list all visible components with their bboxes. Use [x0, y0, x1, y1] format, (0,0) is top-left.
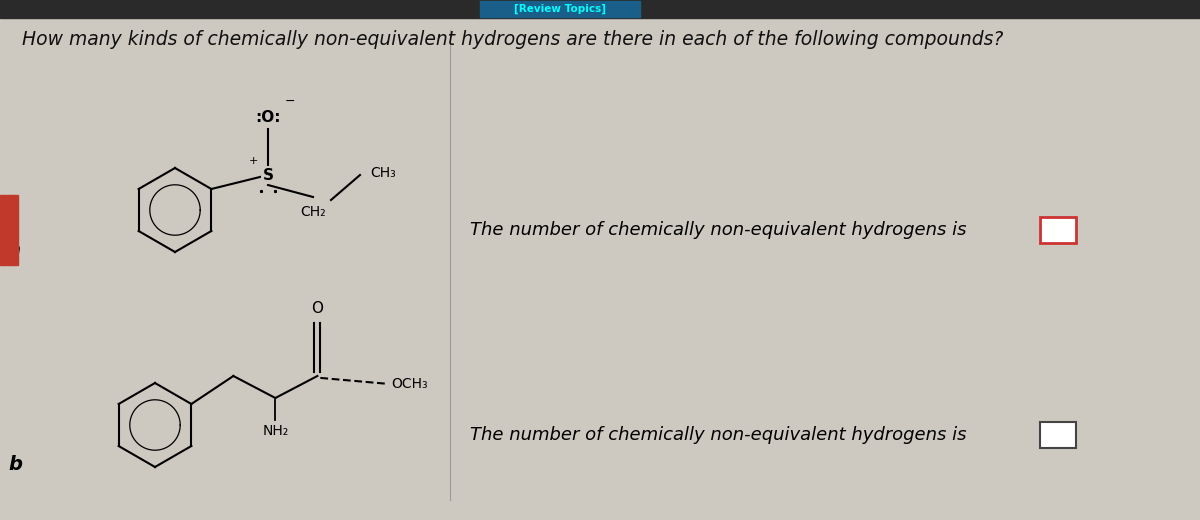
Text: The number of chemically non-equivalent hydrogens is: The number of chemically non-equivalent … [470, 221, 966, 239]
Text: NH₂: NH₂ [263, 424, 288, 438]
Bar [0, 195, 18, 265]
Bar [1040, 217, 1076, 243]
Text: OCH₃: OCH₃ [391, 377, 428, 391]
Text: :O:: :O: [256, 110, 281, 124]
Text: S: S [263, 167, 274, 183]
Text: +: + [248, 156, 258, 166]
Text: a: a [8, 240, 22, 259]
Bar [480, 1, 640, 17]
Text: CH₃: CH₃ [370, 166, 396, 180]
Bar [1040, 422, 1076, 448]
Text: CH₂: CH₂ [300, 205, 326, 219]
Text: The number of chemically non-equivalent hydrogens is: The number of chemically non-equivalent … [470, 426, 966, 444]
Text: −: − [284, 95, 295, 108]
Text: b: b [8, 456, 22, 474]
Bar [0, 0, 1200, 18]
Text: [Review Topics]: [Review Topics] [514, 4, 606, 14]
Text: How many kinds of chemically non-equivalent hydrogens are there in each of the f: How many kinds of chemically non-equival… [22, 30, 1003, 49]
Text: O: O [311, 301, 323, 316]
